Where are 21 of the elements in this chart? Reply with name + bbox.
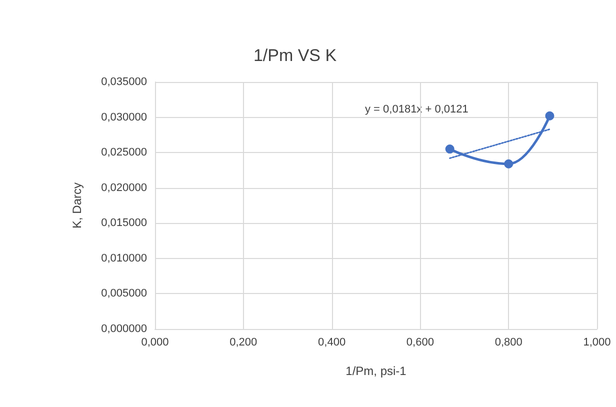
point <box>445 144 454 154</box>
x-tick-label: 0,000 <box>141 336 169 348</box>
y-tick-label: 0,000000 <box>101 323 147 335</box>
x-axis-title: 1/Pm, psi-1 <box>346 364 407 378</box>
x-tick-label: 0,400 <box>318 336 346 348</box>
chart-title: 1/Pm VS K <box>253 46 338 65</box>
y-tick-label: 0,010000 <box>101 252 147 264</box>
point <box>504 159 514 168</box>
y-tick-label: 0,030000 <box>101 111 147 124</box>
x-tick-label: 0,600 <box>406 336 434 348</box>
y-tick-label: 0,015000 <box>101 217 147 230</box>
x-tick-label: 1,000 <box>583 336 611 348</box>
y-axis-title: K, Darcy <box>70 182 84 229</box>
y-tick-label: 0,035000 <box>101 76 147 88</box>
x-tick-label: 0,800 <box>494 336 522 348</box>
y-tick-label: 0,005000 <box>101 288 147 300</box>
y-tick-label: 0,020000 <box>101 182 147 194</box>
annotation: y = 0,0181x + 0,0121 <box>365 104 468 116</box>
x-tick-label: 0,200 <box>230 336 258 348</box>
point <box>545 111 554 120</box>
y-tick-label: 0,025000 <box>101 146 147 159</box>
